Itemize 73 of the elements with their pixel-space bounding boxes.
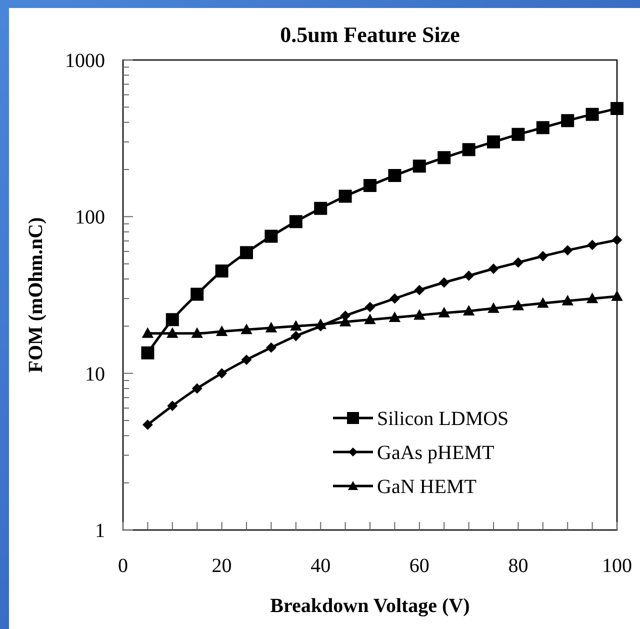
point [241, 324, 252, 334]
point [142, 328, 154, 338]
point [266, 342, 276, 353]
point [587, 240, 598, 250]
point [166, 328, 178, 338]
x-tick-label: 20 [212, 555, 232, 577]
point [216, 368, 227, 378]
point [438, 307, 450, 318]
point [562, 295, 574, 306]
point [610, 102, 624, 116]
point [412, 160, 426, 173]
point [462, 143, 476, 156]
legend-label: GaAs pHEMT [377, 442, 494, 464]
legend-label: GaN HEMT [377, 476, 476, 498]
point [586, 108, 599, 121]
point [242, 354, 252, 365]
x-axis-title: Breakdown Voltage (V) [270, 595, 470, 617]
point [512, 128, 525, 141]
point [216, 326, 228, 336]
y-tick-label: 10 [85, 363, 105, 386]
point [612, 290, 622, 301]
point [167, 400, 178, 411]
x-tick-label: 80 [508, 555, 528, 577]
point [314, 202, 328, 215]
point [364, 314, 376, 324]
point [612, 234, 622, 245]
point [338, 190, 352, 203]
point [562, 245, 573, 256]
point [389, 312, 400, 322]
point [215, 264, 228, 278]
point [289, 215, 302, 228]
point [561, 114, 574, 128]
point [141, 346, 154, 360]
point [290, 331, 301, 342]
point [290, 320, 302, 331]
x-tick-label: 40 [310, 555, 331, 577]
x-tick-label: 60 [409, 555, 430, 577]
point [439, 278, 450, 288]
y-tick-label: 1 [95, 520, 105, 542]
point [365, 302, 375, 312]
point [438, 151, 451, 164]
point [192, 328, 203, 338]
y-tick-label: 100 [75, 206, 105, 229]
y-tick-label: 1000 [65, 50, 105, 72]
point [192, 384, 202, 394]
chart-title: 0.5um Feature Size [280, 22, 460, 47]
point [142, 420, 153, 430]
point [536, 121, 550, 134]
x-tick-label: 100 [602, 555, 632, 577]
point [488, 264, 498, 274]
point [537, 298, 548, 308]
point [464, 270, 474, 281]
point [487, 135, 500, 148]
point [488, 302, 499, 313]
point [538, 251, 548, 262]
point [414, 285, 424, 296]
point [264, 230, 278, 243]
point [190, 288, 204, 301]
y-axis-title: FOM (mOhm.nC) [25, 217, 47, 373]
legend-label: Silicon LDMOS [377, 408, 509, 430]
point [388, 169, 402, 182]
point [463, 305, 474, 316]
point [364, 179, 376, 192]
point [512, 300, 524, 310]
point [166, 313, 179, 326]
x-tick-label: 0 [118, 555, 128, 577]
point [414, 310, 425, 320]
point [266, 322, 277, 332]
point [240, 246, 253, 260]
point [586, 293, 598, 304]
point [340, 310, 350, 321]
point [390, 294, 400, 304]
point [513, 257, 524, 268]
